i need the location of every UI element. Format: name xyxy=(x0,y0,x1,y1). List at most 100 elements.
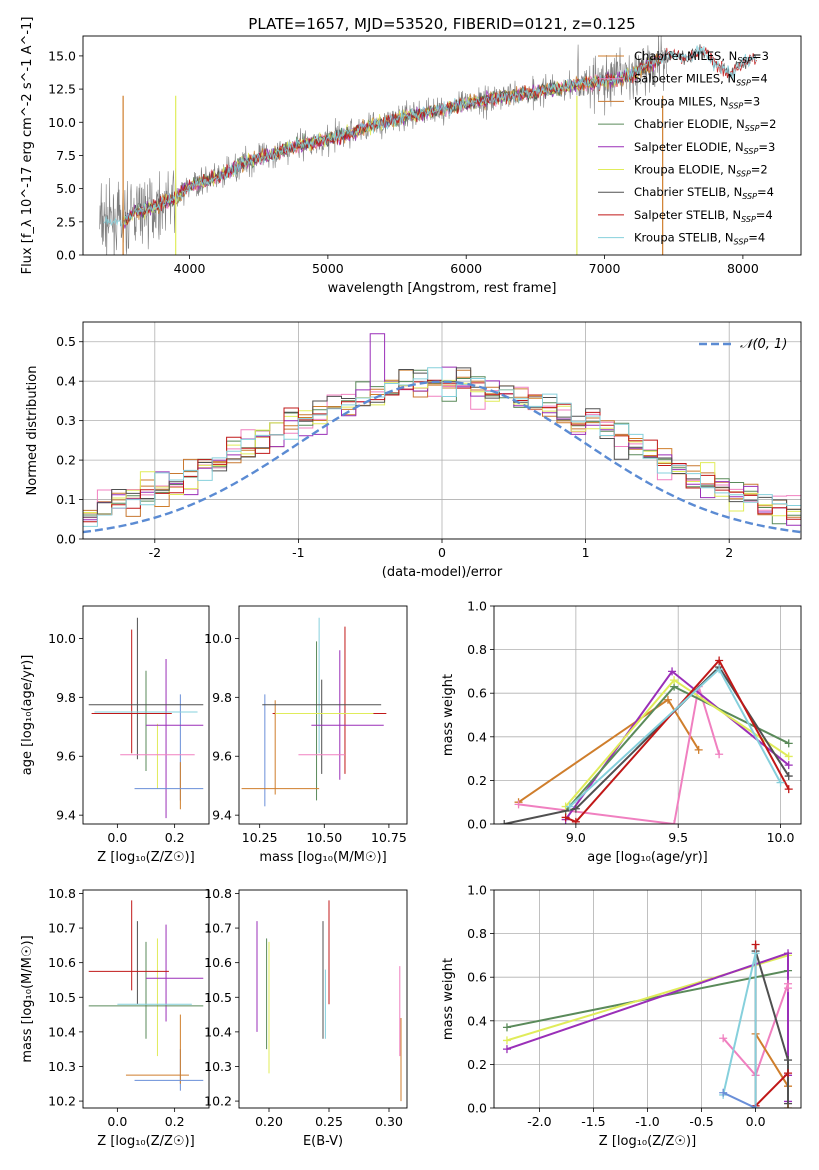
data-marker xyxy=(784,772,793,781)
x-tick-label: 10.50 xyxy=(306,830,342,845)
data-marker xyxy=(694,745,703,754)
y-tick-label: 1.0 xyxy=(467,883,487,898)
x-tick-label: -2 xyxy=(149,545,161,560)
x-tick-label: 1 xyxy=(582,545,590,560)
legend-model-name: Kroupa MILES, N xyxy=(634,94,729,108)
y-tick-label: 10.5 xyxy=(204,990,232,1005)
data-marker xyxy=(502,1036,511,1045)
x-tick-label: 7000 xyxy=(589,261,621,276)
mass-weight-line xyxy=(564,669,790,821)
plot-area xyxy=(241,617,387,807)
legend-entry: Salpeter MILES, NSSP=4 xyxy=(634,72,768,88)
y-axis-label: mass [log₁₀(M/M☉)] xyxy=(20,935,35,1062)
y-tick-label: 10.0 xyxy=(204,631,232,646)
axes-frame xyxy=(82,35,802,256)
x-tick-label: 0.2 xyxy=(165,1114,185,1129)
x-tick-label: 0.25 xyxy=(315,1114,343,1129)
y-tick-label: 10.0 xyxy=(48,631,76,646)
y-tick-label: 0.5 xyxy=(56,334,76,349)
y-tick-label: 10.8 xyxy=(204,886,232,901)
y-axis-label: mass weight xyxy=(441,958,456,1040)
x-axis-label: age [log₁₀(age/yr)] xyxy=(587,850,708,865)
y-tick-label: 0.1 xyxy=(56,492,76,507)
x-tick-label: 0 xyxy=(438,545,446,560)
legend-entry: 𝒩(0, 1) xyxy=(740,337,787,352)
x-tick-label: 8000 xyxy=(727,261,759,276)
data-marker xyxy=(784,1056,793,1065)
y-tick-label: 9.4 xyxy=(212,808,232,823)
data-marker xyxy=(776,778,785,787)
y-tick-label: 9.8 xyxy=(56,690,76,705)
legend-nssp: =4 xyxy=(756,208,773,222)
x-axis-label: mass [log₁₀(M/M☉)] xyxy=(259,850,386,865)
x-tick-label: 0.0 xyxy=(107,1114,127,1129)
legend-model-name: Salpeter ELODIE, N xyxy=(634,140,744,154)
legend-model-name: Salpeter MILES, N xyxy=(634,72,736,86)
panel-6: 0.0 0.2 10.2 10.3 10.4 10.5 10.6 10.7 10.8 Z [log… xyxy=(20,886,210,1149)
data-marker xyxy=(571,817,580,824)
panel-4: 10.25 10.50 10.75 9.4 9.6 9.8 10.0 mass [log₁₀(… xyxy=(204,605,408,865)
y-tick-label: 1.0 xyxy=(467,599,487,614)
data-marker xyxy=(784,1069,793,1078)
legend-nssp: =4 xyxy=(751,72,768,86)
panel-5: 9.0 9.5 10.0 0.0 0.2 0.4 0.6 0.8 1.0 age [log₁₀(a… xyxy=(441,599,802,865)
y-tick-label: 0.0 xyxy=(467,1101,487,1116)
y-tick-label: 0.4 xyxy=(467,729,487,744)
mass-weight-line xyxy=(569,667,782,808)
y-tick-label: 0.6 xyxy=(467,686,487,701)
model-spectrum xyxy=(103,45,757,228)
data-marker xyxy=(784,761,793,770)
legend-entry: Salpeter STELIB, NSSP=4 xyxy=(634,208,773,224)
axes-frame xyxy=(238,889,408,1109)
legend-entry: Salpeter ELODIE, NSSP=3 xyxy=(634,140,775,156)
plot-area xyxy=(88,617,204,819)
panels: 4000 5000 6000 7000 80000.02.55.07.510.012.5… xyxy=(20,17,802,1149)
x-tick-label: -1.5 xyxy=(581,1114,605,1129)
x-tick-label: 0.30 xyxy=(375,1114,403,1129)
y-tick-label: 0.0 xyxy=(56,248,76,263)
legend-model-name: Chabrier STELIB, N xyxy=(634,185,742,199)
y-tick-label: 9.6 xyxy=(56,749,76,764)
data-marker xyxy=(751,1104,760,1108)
legend-subscript: SSP xyxy=(729,101,744,110)
y-tick-label: 10.0 xyxy=(48,115,76,130)
x-axis-label: E(B-V) xyxy=(303,1134,343,1149)
x-tick-label: 10.25 xyxy=(242,830,278,845)
x-tick-label: 9.5 xyxy=(668,830,688,845)
x-tick-label: 6000 xyxy=(450,261,482,276)
y-tick-label: 10.6 xyxy=(204,955,232,970)
legend-nssp: =3 xyxy=(743,94,760,108)
legend-subscript: SSP xyxy=(745,124,760,133)
legend-model-name: Chabrier MILES, N xyxy=(634,49,737,63)
data-marker xyxy=(784,1099,793,1108)
y-tick-label: 10.4 xyxy=(204,1024,232,1039)
y-tick-label: 0.2 xyxy=(56,453,76,468)
plot-area xyxy=(99,36,757,255)
x-tick-label: 5000 xyxy=(312,261,344,276)
y-tick-label: 2.5 xyxy=(56,214,76,229)
mass-weight-line xyxy=(722,952,757,1108)
y-tick-label: 10.7 xyxy=(204,921,232,936)
y-axis-label: Flux [f_λ 10^-17 erg cm^-2 s^-1 A^-1] xyxy=(20,17,35,275)
x-tick-label: 9.0 xyxy=(566,830,586,845)
data-marker xyxy=(670,676,679,685)
data-marker xyxy=(784,949,793,958)
observed-spectrum xyxy=(99,36,667,255)
data-marker xyxy=(719,1088,728,1097)
figure-title: PLATE=1657, MJD=53520, FIBERID=0121, z=0… xyxy=(248,15,635,33)
mass-weight-line xyxy=(565,658,790,823)
legend-entry: Chabrier MILES, NSSP=3 xyxy=(634,49,769,65)
panel-3: 0.0 0.2 9.4 9.6 9.8 10.0 Z [log₁₀(Z/Z☉)] age [l… xyxy=(20,605,210,865)
data-marker xyxy=(502,1045,511,1054)
data-marker xyxy=(565,802,574,811)
x-tick-label: -2.0 xyxy=(527,1114,551,1129)
y-tick-label: 7.5 xyxy=(56,148,76,163)
x-tick-label: 10.0 xyxy=(767,830,795,845)
x-axis-label: Z [log₁₀(Z/Z☉)] xyxy=(97,1134,194,1149)
y-tick-label: 10.3 xyxy=(204,1059,232,1074)
y-tick-label: 0.8 xyxy=(467,642,487,657)
y-tick-label: 0.0 xyxy=(56,532,76,547)
normal-curve xyxy=(83,380,801,534)
plot-area xyxy=(494,890,801,1108)
